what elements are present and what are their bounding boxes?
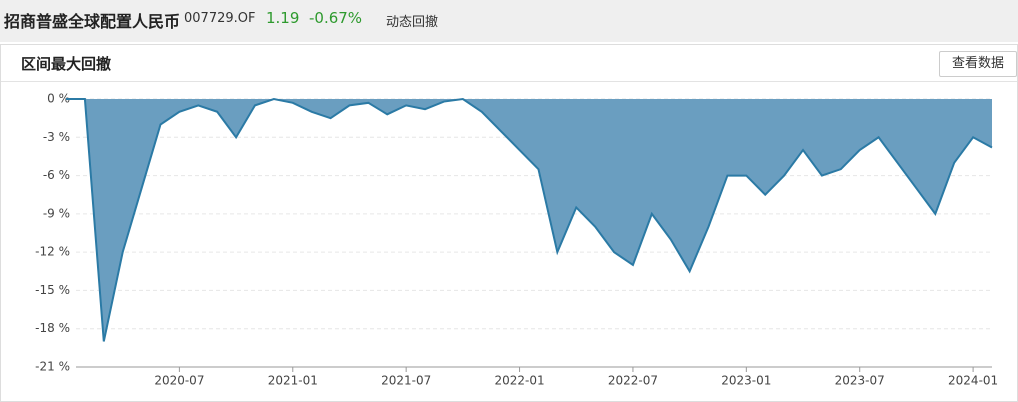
change: -0.67% xyxy=(309,9,363,27)
panel-title: 区间最大回撤 xyxy=(21,55,112,73)
y-tick-label: -9 % xyxy=(43,206,70,220)
header-bar: 招商普盛全球配置人民币 007729.OF 1.19 -0.67% 动态回撤 xyxy=(0,0,1018,42)
x-tick-label: 2020-07 xyxy=(154,374,204,388)
x-tick-label: 2023-01 xyxy=(721,374,771,388)
y-tick-label: -6 % xyxy=(43,168,70,182)
x-tick-label: 2023-07 xyxy=(835,374,885,388)
y-tick-label: -12 % xyxy=(35,245,70,259)
view-data-button[interactable]: 查看数据 xyxy=(939,51,1017,77)
x-tick-label: 2022-07 xyxy=(608,374,658,388)
fund-name: 招商普盛全球配置人民币 xyxy=(4,12,181,31)
y-tick-label: 0 % xyxy=(47,92,70,106)
y-tick-label: -3 % xyxy=(43,130,70,144)
y-tick-label: -21 % xyxy=(35,360,70,374)
x-tick-label: 2021-07 xyxy=(381,374,431,388)
y-tick-label: -15 % xyxy=(35,283,70,297)
y-tick-label: -18 % xyxy=(35,321,70,335)
divider xyxy=(1,81,1017,82)
x-tick-label: 2024-01 xyxy=(948,374,998,388)
tab[interactable]: 动态回撤 xyxy=(386,15,439,30)
x-tick-label: 2021-01 xyxy=(268,374,318,388)
line xyxy=(66,97,993,342)
x-tick-label: 2022-01 xyxy=(494,374,544,388)
fund-code: 007729.OF xyxy=(184,11,256,26)
nav: 1.19 xyxy=(266,9,300,27)
area xyxy=(66,99,992,342)
